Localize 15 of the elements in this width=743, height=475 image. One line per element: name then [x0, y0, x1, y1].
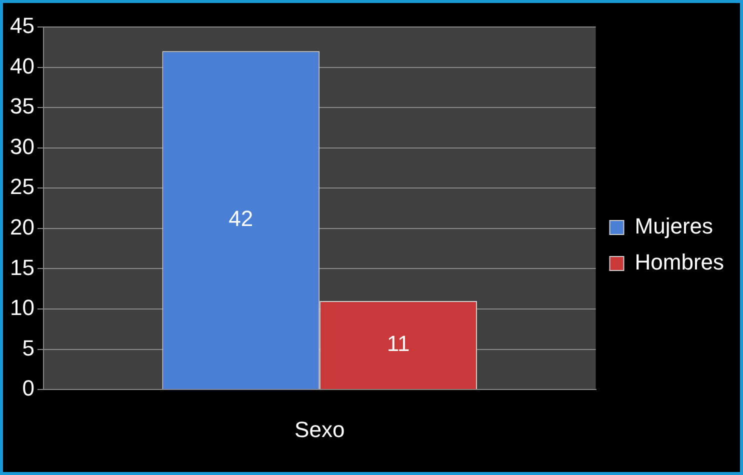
y-tick-label: 35 [10, 94, 34, 119]
y-tick-label: 5 [22, 335, 34, 360]
x-tick-label: Sexo [294, 416, 345, 442]
y-tick-label: 15 [10, 254, 34, 280]
legend-label: Mujeres [634, 214, 714, 239]
y-tick-label: 25 [10, 174, 34, 200]
y-tick-label: 30 [10, 134, 34, 159]
data-label: 11 [386, 331, 410, 356]
y-tick-label: 10 [10, 295, 34, 320]
y-tick-label: 0 [22, 376, 34, 401]
data-label: 42 [228, 206, 254, 232]
legend-label: Hombres [634, 250, 724, 275]
y-tick-label: 20 [10, 214, 34, 240]
y-tick-label: 45 [10, 13, 34, 38]
y-tick-label: 40 [10, 53, 34, 78]
